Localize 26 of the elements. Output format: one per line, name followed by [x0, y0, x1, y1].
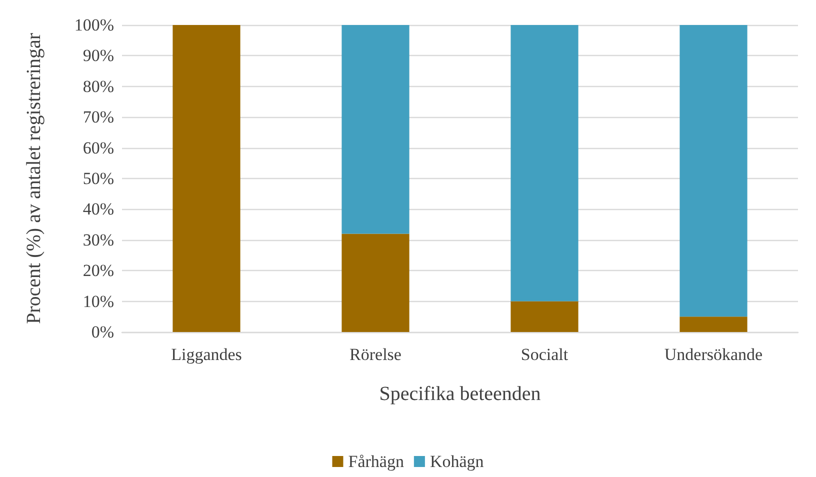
- y-tick-label: 40%: [82, 200, 114, 219]
- y-tick-label: 30%: [82, 230, 114, 250]
- x-axis-title: Specifika beteenden: [379, 383, 541, 405]
- bar: [342, 234, 410, 332]
- y-tick-label: 10%: [82, 292, 114, 311]
- bar: [510, 301, 578, 332]
- y-axis-title: Procent (%) av antalet registreringar: [23, 32, 45, 324]
- y-tick-label: 70%: [82, 108, 114, 127]
- bar: [342, 25, 410, 234]
- bar: [510, 25, 578, 302]
- y-tick-label: 20%: [82, 261, 114, 280]
- bar: [680, 316, 748, 332]
- legend-label: Fårhägn: [348, 452, 404, 471]
- bar: [172, 25, 240, 332]
- y-tick-label: 100%: [74, 16, 114, 34]
- x-tick-label: Rörelse: [350, 345, 402, 364]
- y-tick-label: 90%: [82, 46, 114, 66]
- y-tick-label: 60%: [82, 138, 114, 158]
- x-tick-label: Undersökande: [664, 345, 763, 364]
- bar: [680, 25, 748, 317]
- legend-label: Kohägn: [430, 452, 484, 471]
- y-tick-label: 80%: [82, 76, 114, 96]
- x-tick-label: Liggandes: [171, 345, 242, 364]
- y-tick-label: 50%: [82, 169, 114, 188]
- y-tick-label: 0%: [91, 322, 114, 342]
- x-tick-label: Socialt: [520, 345, 568, 364]
